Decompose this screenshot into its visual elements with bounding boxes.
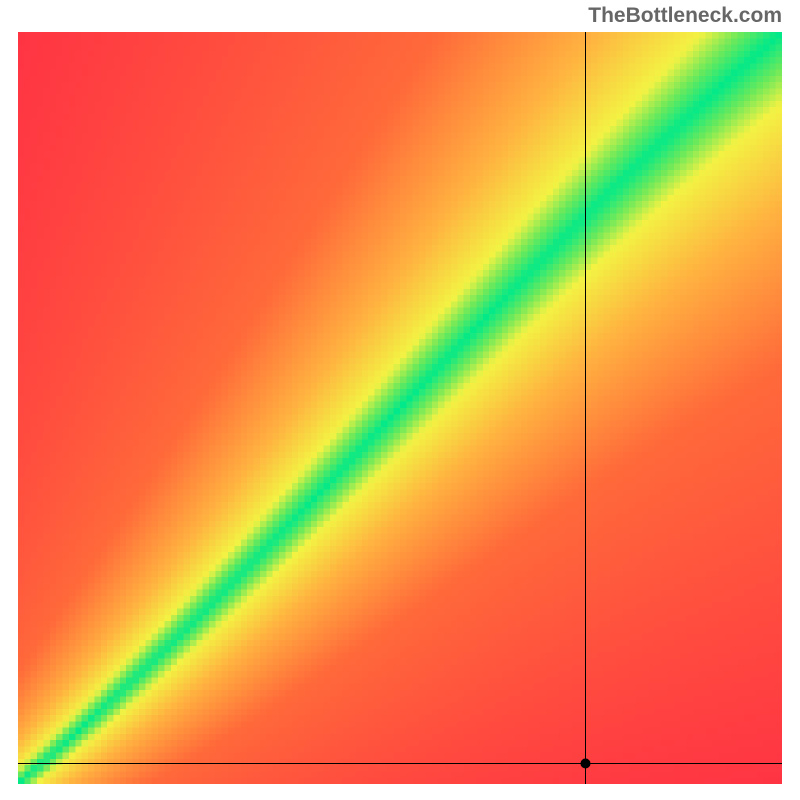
watermark-text: TheBottleneck.com [588,4,782,28]
crosshair-overlay [18,32,782,784]
bottleneck-heatmap [18,32,782,784]
